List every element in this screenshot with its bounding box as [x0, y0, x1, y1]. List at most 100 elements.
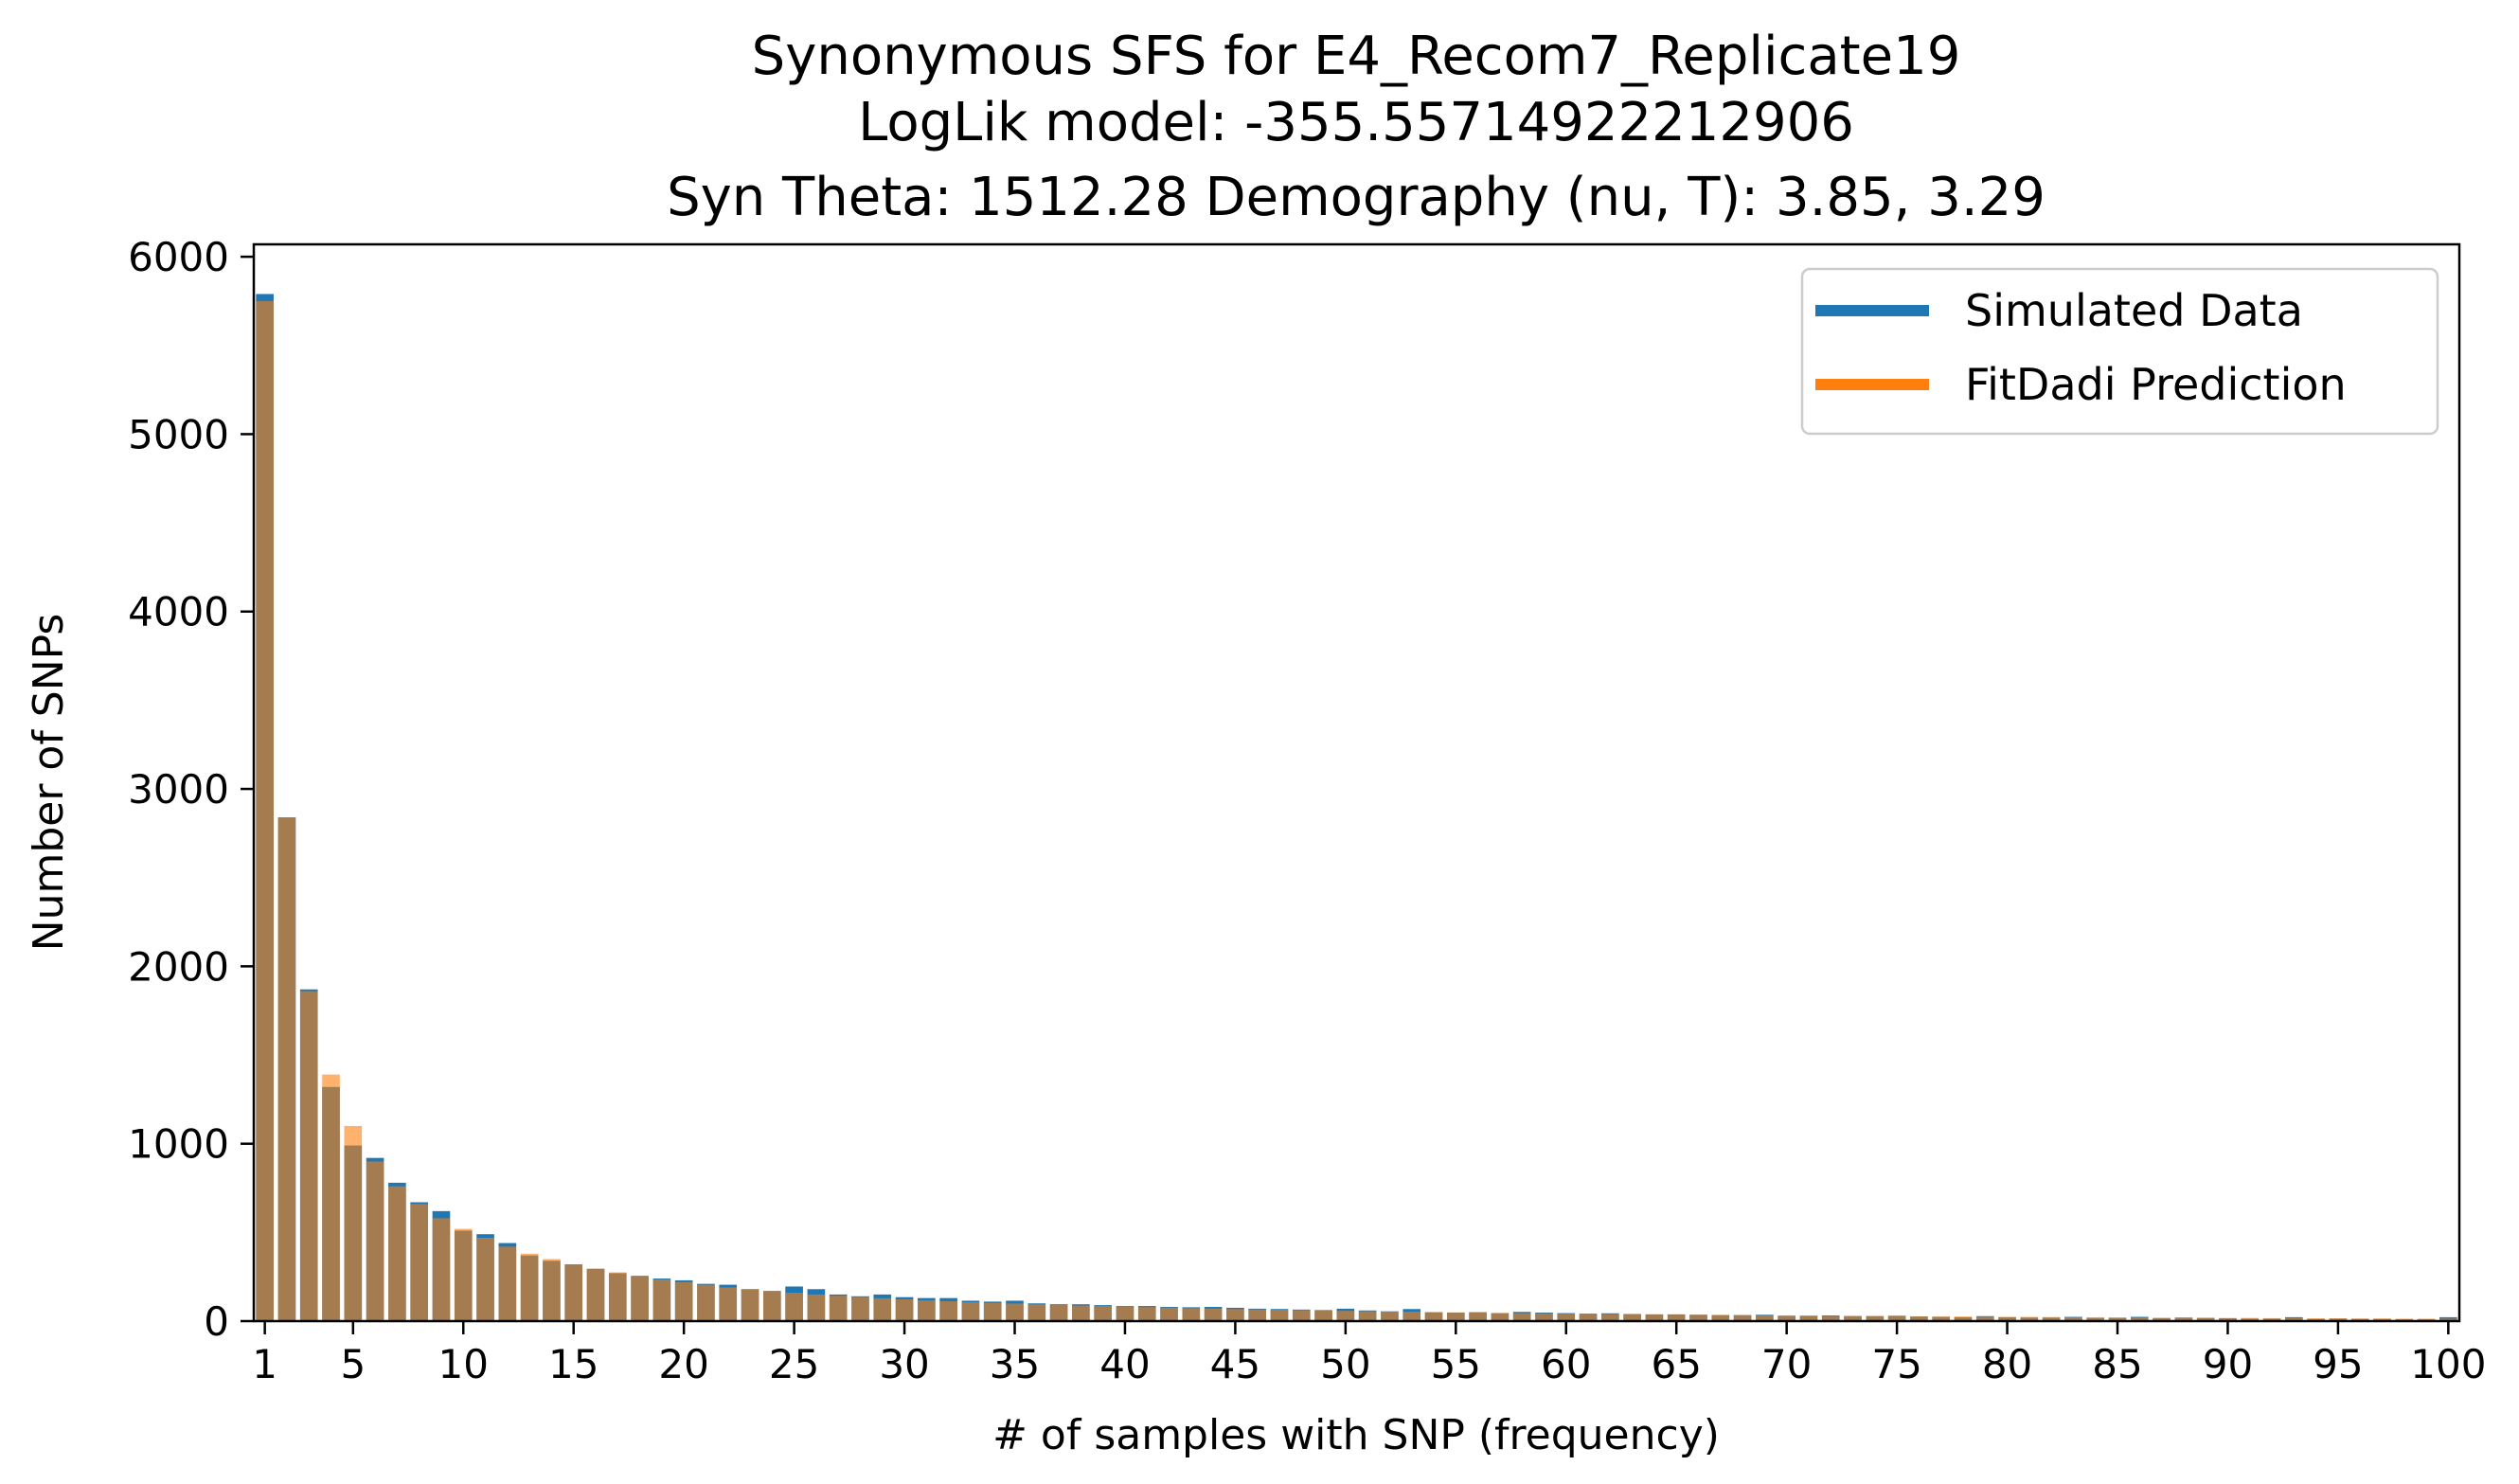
bar	[1072, 1305, 1090, 1321]
bar	[2196, 1317, 2215, 1321]
bar	[2130, 1317, 2149, 1321]
bar	[344, 1125, 363, 1321]
bar	[1756, 1314, 1774, 1321]
bar	[1535, 1313, 1553, 1321]
x-axis-ticks: 1 5 10 15 20 25 30 35 40 45 50 55 60 65 70 75 80 85 90 95 10…	[252, 1321, 2486, 1387]
x-tick-label: 30	[879, 1341, 929, 1387]
x-tick-label: 25	[769, 1341, 819, 1387]
bar	[2108, 1317, 2127, 1321]
y-tick-label: 2000	[128, 943, 229, 990]
bar	[652, 1278, 671, 1321]
bar	[2086, 1316, 2105, 1321]
x-tick-label: 95	[2313, 1341, 2363, 1387]
bar	[1799, 1315, 1818, 1321]
bar	[1094, 1306, 1112, 1321]
bar	[1866, 1315, 1885, 1321]
bar	[2042, 1316, 2061, 1321]
bar	[2373, 1318, 2391, 1321]
bar	[608, 1272, 627, 1321]
bar	[1711, 1314, 1730, 1321]
x-axis-label: # of samples with SNP (frequency)	[992, 1411, 1720, 1459]
bar	[277, 817, 296, 1321]
legend-label-fitdadi: FitDadi Prediction	[1965, 359, 2347, 410]
bar	[520, 1253, 539, 1321]
bar	[2417, 1318, 2436, 1321]
bar	[1314, 1310, 1332, 1321]
bar	[256, 300, 274, 1322]
y-tick-label: 5000	[128, 411, 229, 457]
x-tick-label: 60	[1541, 1341, 1591, 1387]
x-tick-label: 1	[252, 1341, 277, 1387]
x-tick-label: 5	[340, 1341, 366, 1387]
bar	[454, 1228, 473, 1321]
bar	[763, 1291, 781, 1321]
x-tick-label: 35	[990, 1341, 1040, 1387]
bar	[1336, 1311, 1355, 1321]
bar	[2064, 1316, 2082, 1321]
bar	[1402, 1312, 1421, 1321]
bar	[697, 1284, 715, 1321]
bar	[1116, 1306, 1134, 1321]
bar	[719, 1287, 738, 1321]
bar	[939, 1301, 957, 1321]
legend: Simulated Data FitDadi Prediction	[1800, 267, 2439, 436]
series-fitdadi-prediction	[256, 300, 2457, 1322]
x-tick-label: 70	[1761, 1341, 1812, 1387]
bar	[2219, 1317, 2237, 1321]
bar	[2307, 1318, 2325, 1321]
x-tick-label: 50	[1320, 1341, 1370, 1387]
bar	[674, 1281, 693, 1321]
title-line-1: Synonymous SFS for E4_Recom7_Replicate19	[752, 26, 1961, 87]
x-tick-label: 80	[1982, 1341, 2032, 1387]
bar	[543, 1259, 561, 1321]
y-axis-label: Number of SNPs	[25, 614, 73, 952]
bar	[1182, 1308, 1201, 1321]
bar	[1248, 1309, 1267, 1321]
bar	[432, 1218, 451, 1321]
bar	[741, 1289, 759, 1321]
bar	[1623, 1314, 1641, 1321]
y-tick-label: 1000	[128, 1121, 229, 1168]
bar	[366, 1161, 384, 1321]
bar	[388, 1186, 406, 1321]
bar	[1292, 1310, 1311, 1321]
bar	[299, 991, 318, 1321]
title-line-3: Syn Theta: 1512.28 Demography (nu, T): 3…	[667, 167, 2046, 228]
bar	[1270, 1310, 1289, 1321]
x-tick-label: 40	[1099, 1341, 1150, 1387]
bar	[322, 1074, 340, 1321]
bar	[1887, 1315, 1906, 1321]
bar	[1998, 1316, 2016, 1321]
y-tick-label: 4000	[128, 589, 229, 635]
bar	[410, 1204, 428, 1321]
bar	[2350, 1318, 2369, 1321]
x-tick-label: 45	[1210, 1341, 1260, 1387]
bar	[1667, 1314, 1686, 1321]
y-tick-label: 3000	[128, 766, 229, 813]
y-tick-label: 6000	[128, 234, 229, 280]
x-tick-label: 90	[2203, 1341, 2253, 1387]
bar	[983, 1302, 1002, 1321]
bar	[918, 1300, 936, 1321]
bar	[1358, 1311, 1377, 1321]
bar	[1733, 1314, 1752, 1321]
bar	[807, 1294, 826, 1321]
bar	[1821, 1315, 1840, 1321]
bar	[785, 1293, 803, 1321]
x-tick-label: 75	[1871, 1341, 1921, 1387]
series-simulated-data	[256, 294, 2457, 1322]
y-axis-ticks: 0 1000 2000 3000 4000 5000 6000	[128, 234, 254, 1345]
bar	[1954, 1316, 1973, 1321]
bar	[873, 1297, 892, 1321]
bar	[1557, 1314, 1576, 1321]
bar	[476, 1237, 494, 1321]
bar	[1027, 1304, 1046, 1321]
bar	[1844, 1315, 1862, 1321]
bar	[1910, 1315, 1928, 1321]
bar	[2262, 1317, 2281, 1321]
bar	[1049, 1304, 1068, 1321]
bar	[2439, 1318, 2457, 1321]
bar	[1381, 1311, 1399, 1321]
bar	[1579, 1314, 1598, 1321]
